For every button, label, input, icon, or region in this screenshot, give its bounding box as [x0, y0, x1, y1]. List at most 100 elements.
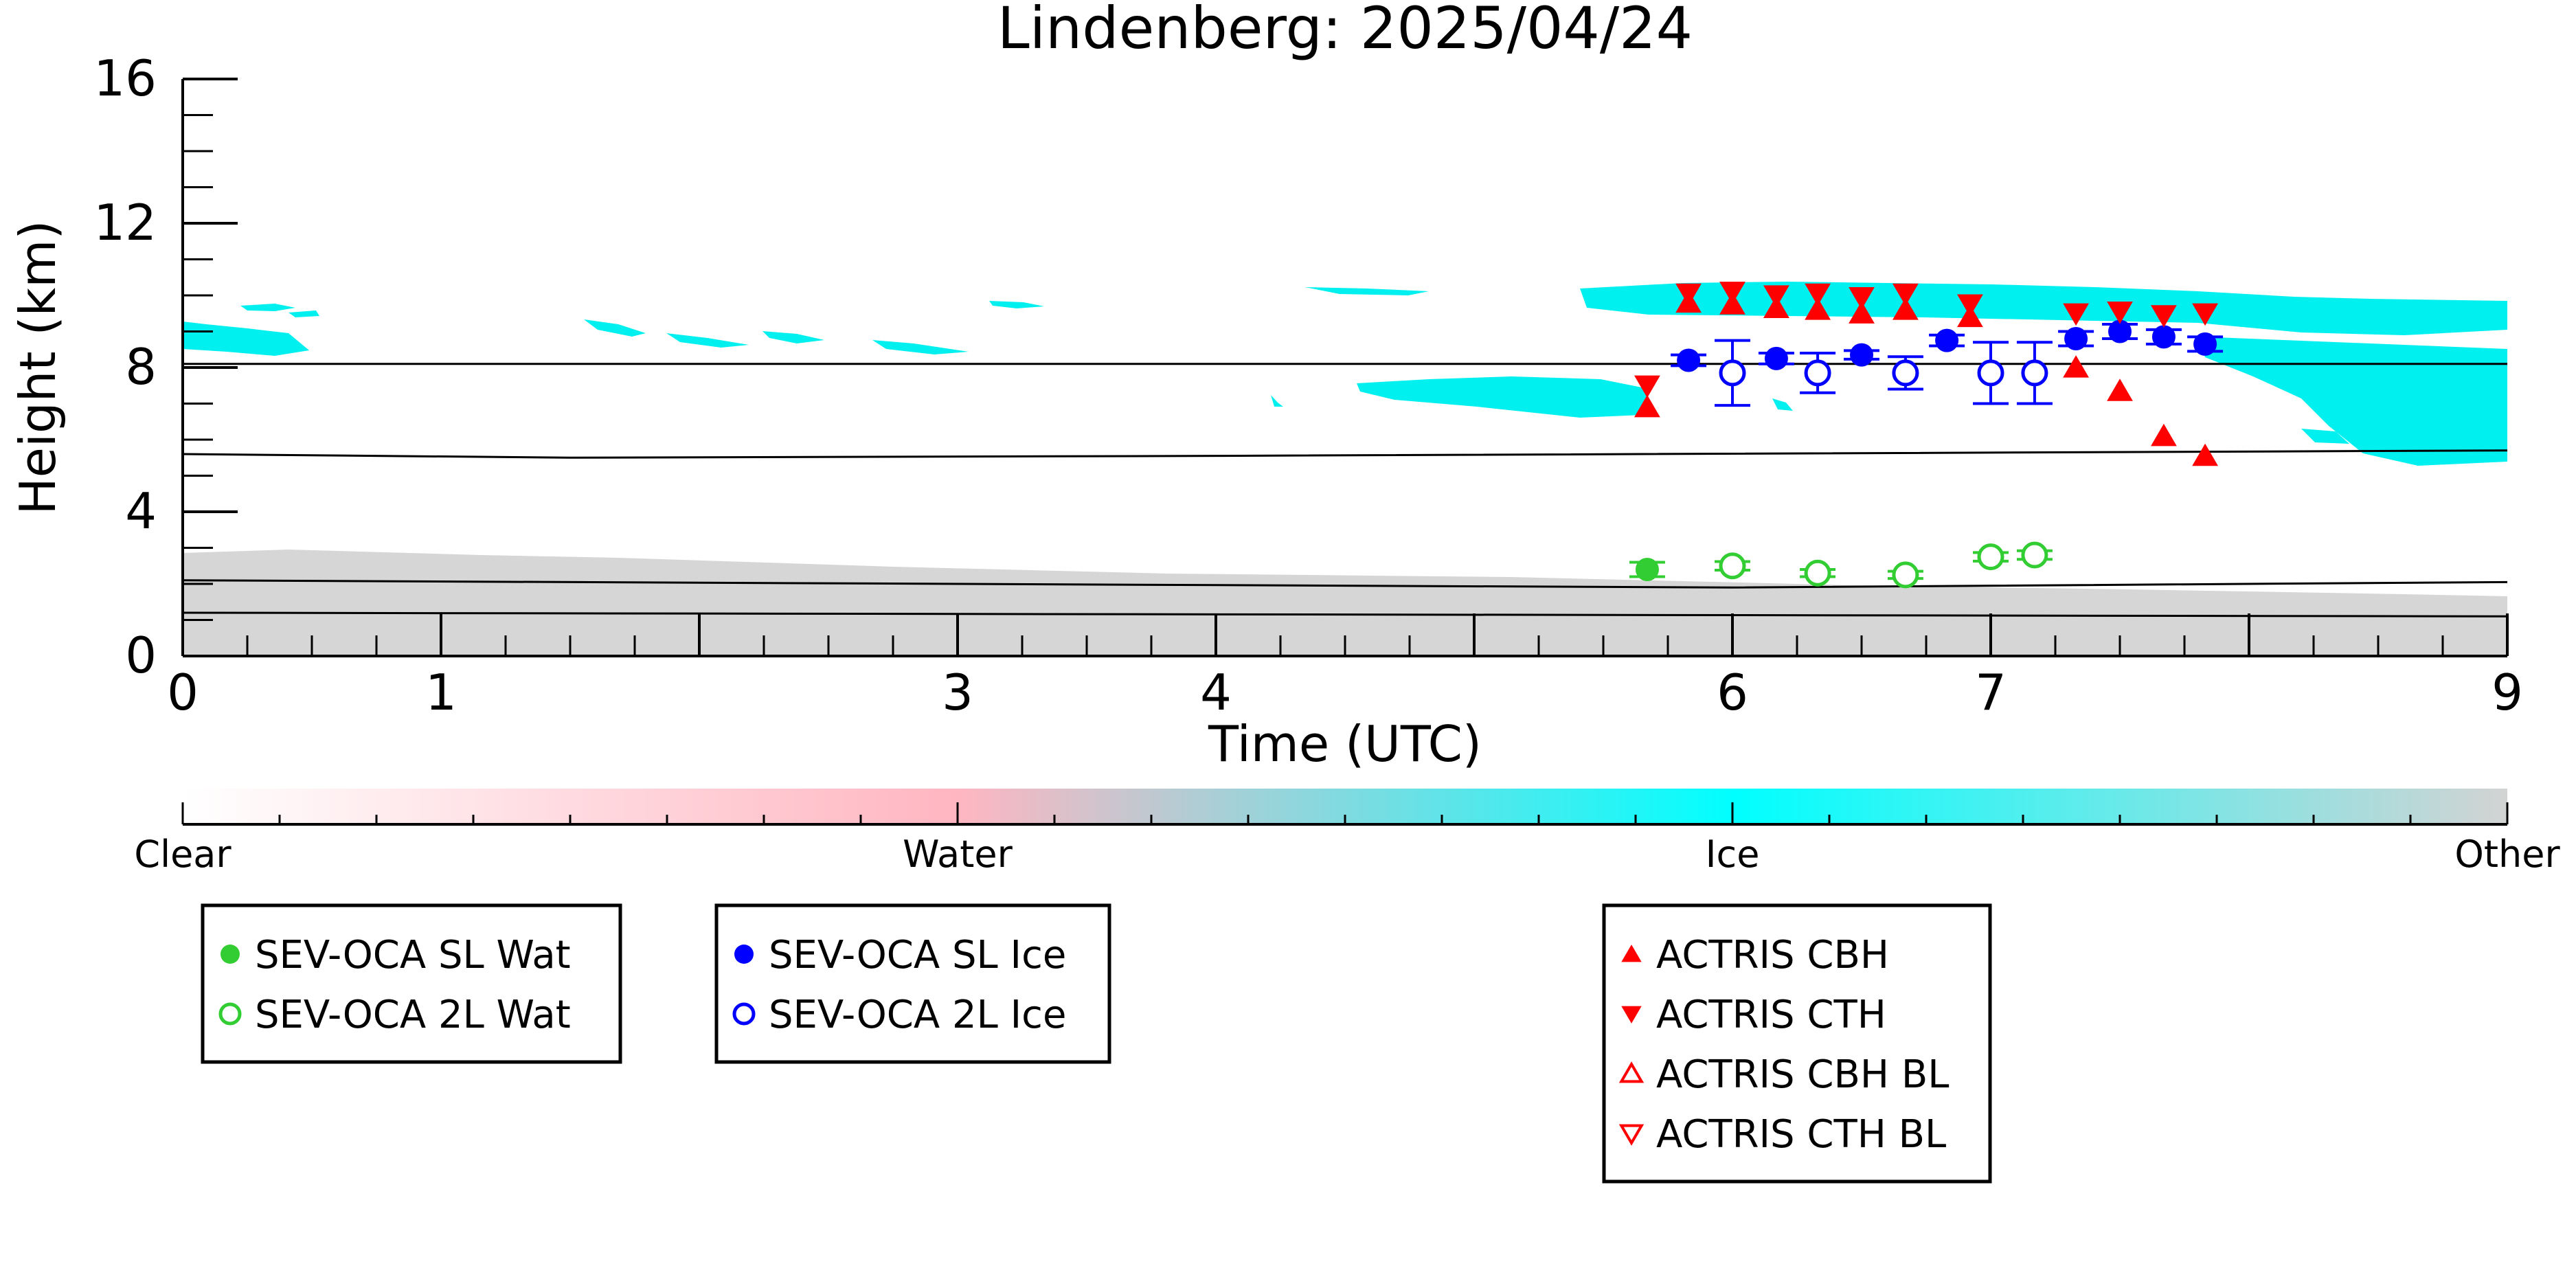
- legend-item: SEV-OCA 2L Ice: [732, 993, 1066, 1037]
- legend-item: ACTRIS CBH BL: [1618, 1052, 1949, 1097]
- series-sev-oca-2l-wat: [1715, 541, 2053, 589]
- data-point: [1957, 294, 1983, 317]
- y-axis-label: Height (km): [9, 221, 67, 515]
- legend-label: ACTRIS CBH BL: [1656, 1052, 1949, 1097]
- data-point: [1805, 297, 1831, 320]
- classification-mask: [183, 282, 2507, 656]
- colorbar-label: Other: [2454, 833, 2560, 876]
- data-point: [2021, 541, 2048, 569]
- x-tick-label: 3: [942, 664, 973, 721]
- data-point: [1893, 283, 1919, 306]
- legend-marker: [221, 945, 240, 964]
- legend-marker: [1621, 1006, 1642, 1024]
- data-point: [1763, 285, 1789, 308]
- data-point: [2107, 302, 2133, 324]
- data-point: [1935, 328, 1959, 352]
- legend-box-2: SEV-OCA SL Ice SEV-OCA 2L Ice: [714, 903, 1111, 1064]
- legend-label: SEV-OCA 2L Ice: [769, 993, 1066, 1037]
- legend-label: ACTRIS CTH: [1656, 993, 1886, 1037]
- x-axis-label: Time (UTC): [1208, 715, 1482, 773]
- data-point: [1849, 301, 1875, 324]
- legend-marker: [732, 1002, 756, 1026]
- data-point: [1634, 394, 1660, 418]
- legend-box-1: SEV-OCA SL Wat SEV-OCA 2L Wat: [201, 903, 622, 1064]
- legend-item: SEV-OCA 2L Wat: [218, 993, 571, 1037]
- legend-item: ACTRIS CTH BL: [1618, 1112, 1946, 1157]
- colorbar-label: Clear: [134, 833, 231, 876]
- legend-label: ACTRIS CTH BL: [1656, 1112, 1946, 1157]
- data-point: [1635, 558, 1659, 581]
- x-tick-label: 1: [425, 664, 457, 721]
- data-point: [1764, 346, 1788, 370]
- y-tick-label: 16: [93, 49, 157, 107]
- legend-label: SEV-OCA 2L Wat: [255, 993, 571, 1037]
- legend-marker: [218, 1002, 242, 1026]
- y-tick-label: 0: [125, 626, 157, 684]
- data-point: [1893, 297, 1919, 320]
- data-point: [1804, 559, 1831, 587]
- reference-line-4: [183, 611, 2507, 618]
- series-sev-oca-sl-ice: [1671, 319, 2224, 372]
- data-point: [2063, 303, 2089, 326]
- data-point: [1804, 359, 1831, 387]
- data-point: [1977, 543, 2004, 571]
- colorbar-label: Ice: [1706, 833, 1760, 876]
- classification-colorbar: Clear Water Ice Other: [134, 789, 2560, 876]
- data-point: [1850, 343, 1873, 367]
- data-point: [1892, 561, 1919, 589]
- legend-frame: [201, 903, 622, 1064]
- data-point: [1675, 283, 1702, 306]
- chart-title: Lindenberg: 2025/04/24: [997, 0, 1693, 62]
- data-point: [2151, 325, 2176, 349]
- data-point: [2151, 423, 2177, 447]
- legend-label: ACTRIS CBH: [1656, 933, 1889, 978]
- data-point: [1719, 359, 1746, 387]
- legend-boxes: SEV-OCA SL Wat SEV-OCA 2L Wat SEV-OCA SL I…: [201, 903, 1992, 1184]
- reference-line-2: [183, 449, 2507, 459]
- x-tick-label: 7: [1975, 664, 2007, 721]
- legend-item: SEV-OCA SL Wat: [221, 933, 571, 978]
- data-point: [1977, 359, 2004, 387]
- data-point: [2192, 443, 2218, 466]
- legend-label: SEV-OCA SL Wat: [255, 933, 571, 978]
- data-point: [1892, 359, 1919, 387]
- colorbar-ticks: Clear Water Ice Other: [134, 802, 2560, 876]
- data-point: [2192, 303, 2218, 326]
- legend-marker: [1618, 1061, 1645, 1083]
- legend-marker: [1618, 1124, 1645, 1146]
- legend-item: SEV-OCA SL Ice: [734, 933, 1066, 978]
- data-point: [2063, 355, 2089, 378]
- y-tick-label: 12: [93, 194, 157, 251]
- legend-label: SEV-OCA SL Ice: [769, 933, 1066, 978]
- data-point: [2193, 332, 2217, 356]
- data-point: [1634, 375, 1660, 398]
- legend-box-3: ACTRIS CBH ACTRIS CTH ACTRIS CBH BL ACTRIS …: [1602, 903, 1992, 1184]
- x-tick-label: 0: [167, 664, 199, 721]
- data-point: [1719, 552, 1746, 580]
- data-markers: [1629, 282, 2224, 589]
- series-actris-cbh: [1634, 290, 2218, 466]
- data-point: [2064, 327, 2088, 350]
- data-point: [2151, 305, 2177, 328]
- y-tick-label: 4: [125, 482, 157, 540]
- data-point: [1719, 282, 1745, 304]
- legend-marker: [1621, 945, 1642, 962]
- legend-frame: [1602, 903, 1992, 1184]
- data-point: [1849, 287, 1875, 310]
- legend-marker: [734, 945, 754, 964]
- series-sev-oca-2l-ice: [1715, 339, 2053, 407]
- series-sev-oca-sl-wat: [1629, 558, 1665, 581]
- data-point: [2107, 379, 2133, 401]
- data-point: [1677, 348, 1701, 372]
- data-point: [2108, 319, 2132, 343]
- x-tick-label: 4: [1200, 664, 1232, 721]
- x-tick-label: 9: [2492, 664, 2523, 721]
- data-point: [1805, 283, 1831, 306]
- other-mask-region: [183, 550, 2507, 656]
- legend-item: ACTRIS CBH: [1621, 933, 1889, 978]
- series-actris-cth: [1634, 282, 2218, 398]
- legend-frame: [714, 903, 1111, 1064]
- axes: 0 4 8 12 16 0 1 3 4 6 7 9: [93, 49, 2523, 721]
